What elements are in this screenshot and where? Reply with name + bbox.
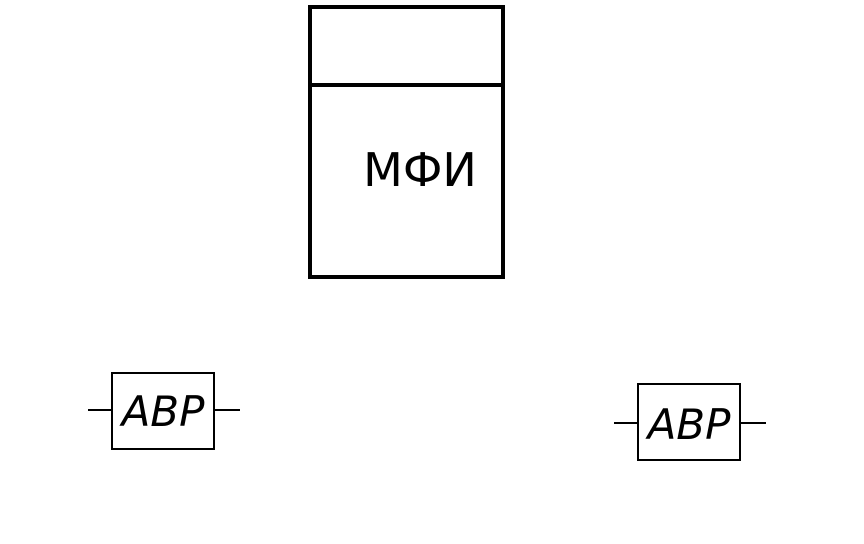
abp-device-right: ABP: [614, 383, 766, 461]
mfi-block-outline: [308, 5, 505, 279]
mfi-block-label: МФИ: [363, 143, 477, 197]
abp-device-left: ABP: [88, 372, 240, 450]
abp-left-label: ABP: [119, 387, 206, 436]
mfi-block: МФИ: [308, 5, 505, 279]
abp-right-label: ABP: [645, 400, 732, 449]
